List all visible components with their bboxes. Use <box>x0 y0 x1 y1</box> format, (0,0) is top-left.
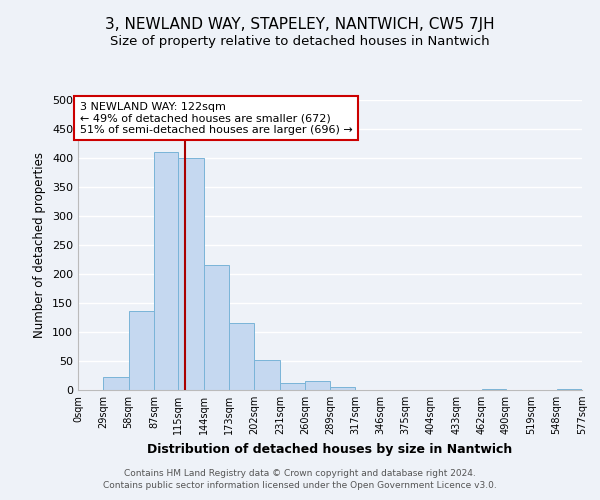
Bar <box>128 310 154 390</box>
Text: 3 NEWLAND WAY: 122sqm
← 49% of detached houses are smaller (672)
51% of semi-det: 3 NEWLAND WAY: 122sqm ← 49% of detached … <box>80 102 352 135</box>
Bar <box>482 389 506 390</box>
Bar <box>331 386 355 390</box>
Bar <box>204 266 229 390</box>
Bar <box>178 158 204 390</box>
Bar <box>254 360 280 390</box>
Bar <box>154 152 178 390</box>
Bar <box>280 383 305 390</box>
Y-axis label: Number of detached properties: Number of detached properties <box>34 152 46 338</box>
Bar <box>305 380 331 390</box>
Bar <box>103 377 128 390</box>
Text: Size of property relative to detached houses in Nantwich: Size of property relative to detached ho… <box>110 35 490 48</box>
Text: Contains public sector information licensed under the Open Government Licence v3: Contains public sector information licen… <box>103 481 497 490</box>
X-axis label: Distribution of detached houses by size in Nantwich: Distribution of detached houses by size … <box>148 442 512 456</box>
Text: Contains HM Land Registry data © Crown copyright and database right 2024.: Contains HM Land Registry data © Crown c… <box>124 468 476 477</box>
Text: 3, NEWLAND WAY, STAPELEY, NANTWICH, CW5 7JH: 3, NEWLAND WAY, STAPELEY, NANTWICH, CW5 … <box>105 18 495 32</box>
Bar <box>229 324 254 390</box>
